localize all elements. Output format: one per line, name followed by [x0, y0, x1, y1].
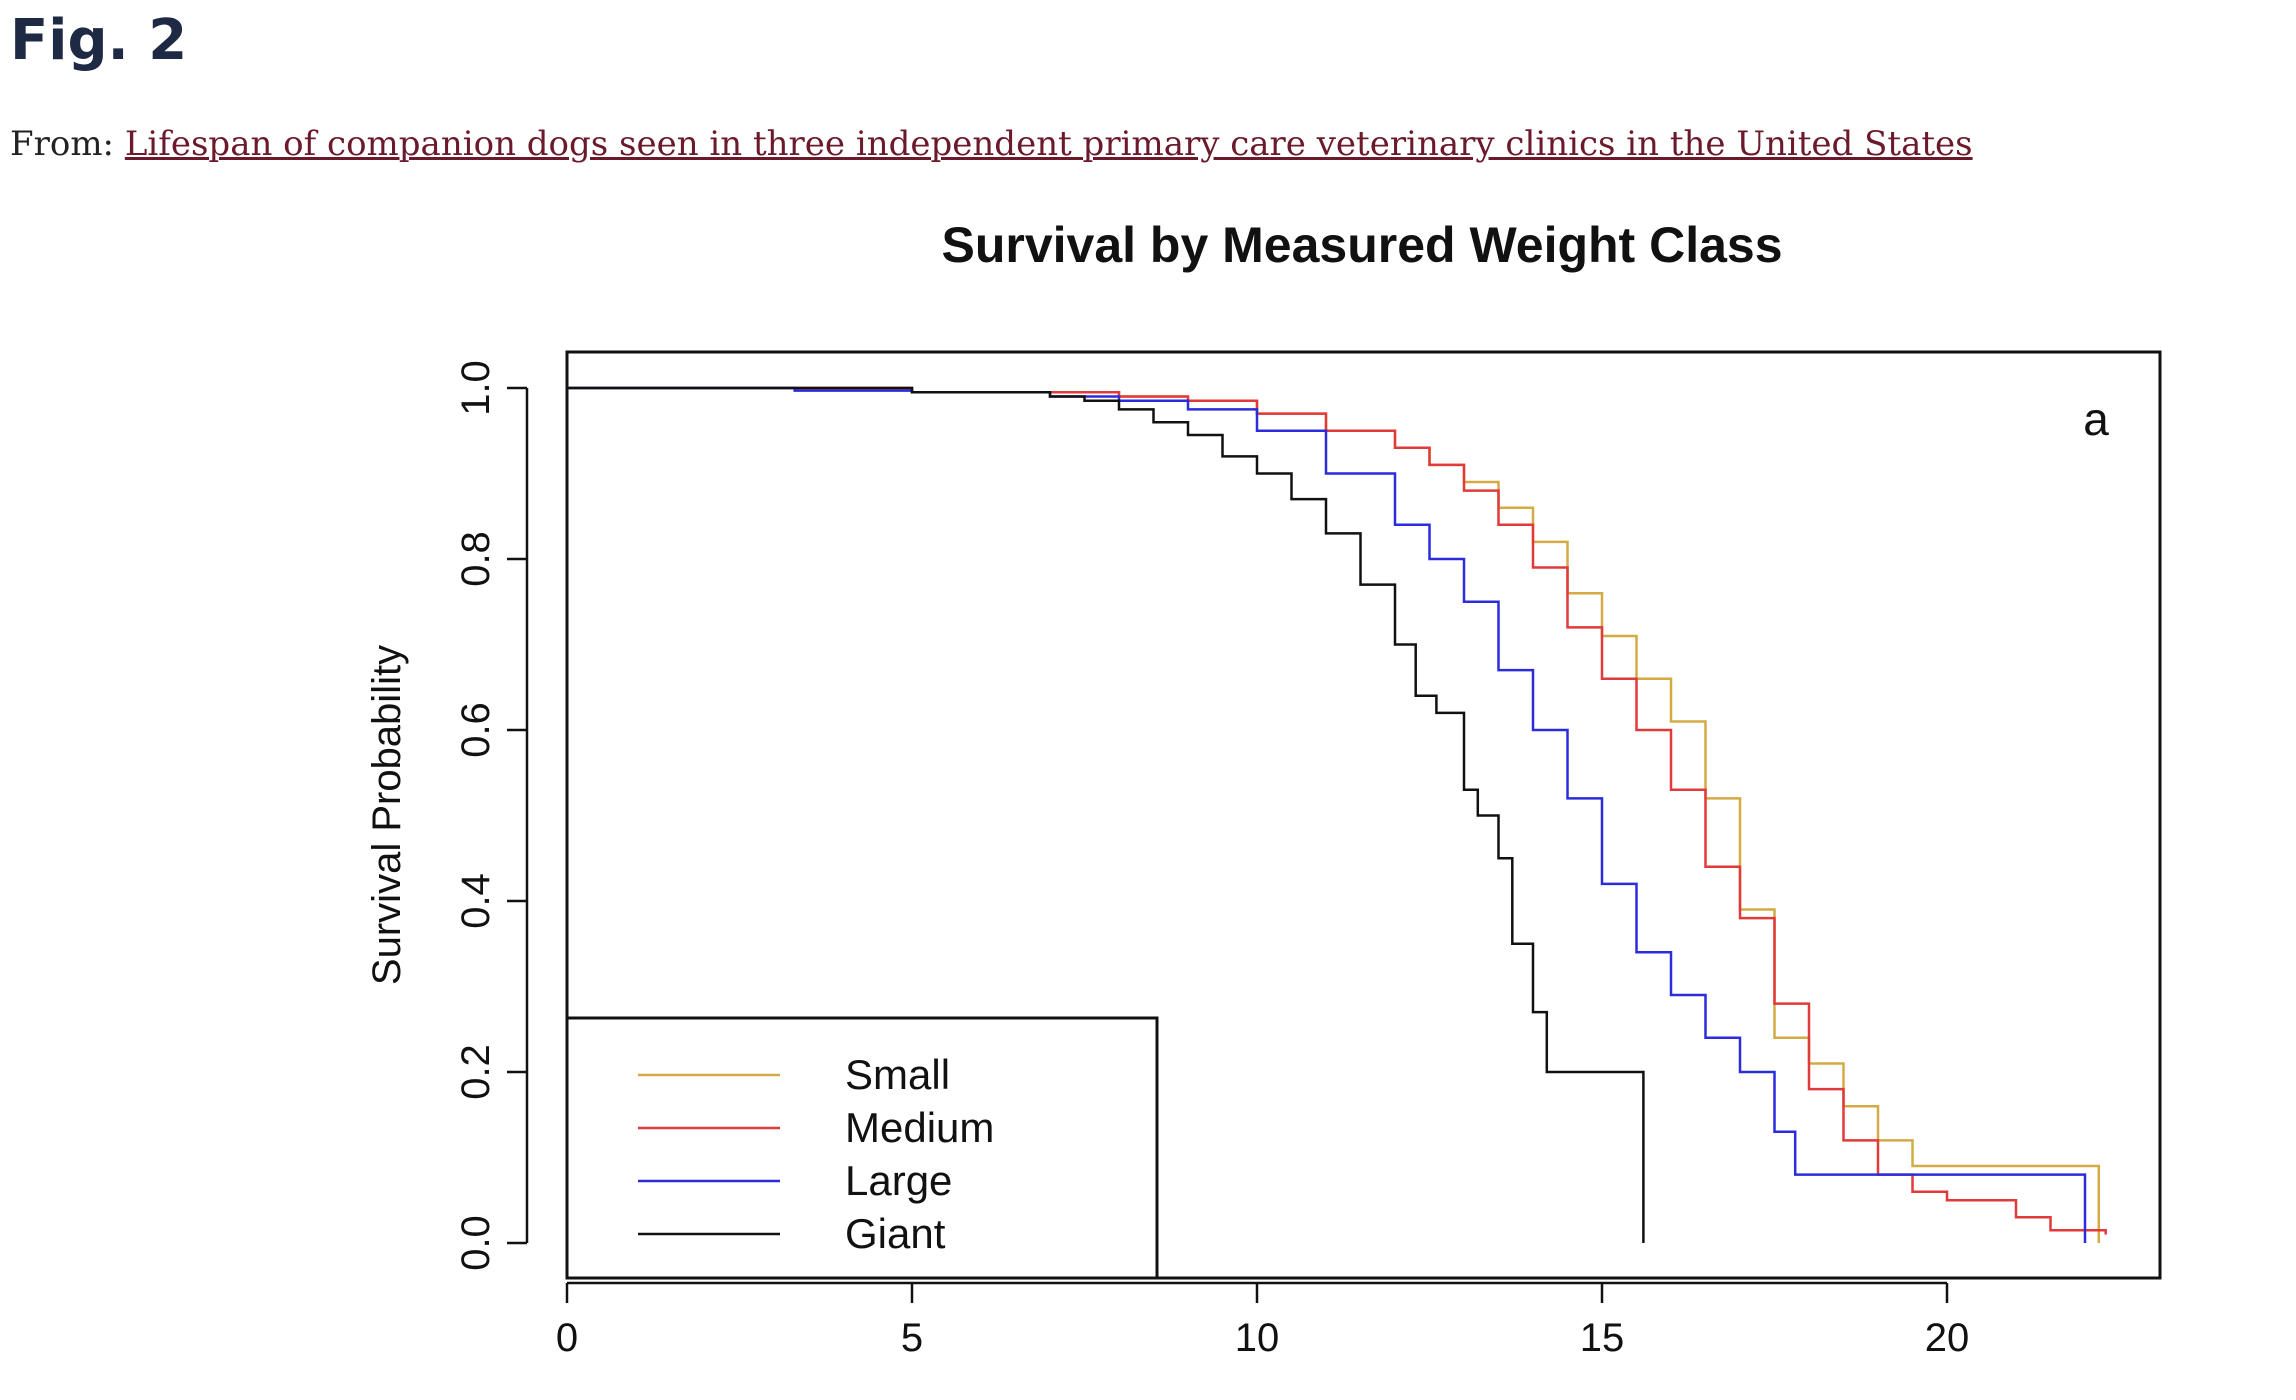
- panel-label: a: [2083, 393, 2109, 445]
- plot-frame: [565, 350, 2162, 1280]
- y-tick-label: 0.4: [454, 873, 498, 929]
- series-line-medium: [567, 386, 2107, 1235]
- x-tick-label: 0: [556, 1316, 578, 1360]
- chart-title: Survival by Measured Weight Class: [941, 217, 1782, 273]
- y-tick-label: 0.0: [454, 1215, 498, 1271]
- source-article-link[interactable]: Lifespan of companion dogs seen in three…: [124, 124, 1973, 164]
- legend-label: Small: [845, 1051, 950, 1098]
- figure-label: Fig. 2: [10, 8, 188, 73]
- y-tick-label: 0.8: [454, 531, 498, 587]
- legend-label: Large: [845, 1157, 952, 1204]
- series-line-large: [567, 386, 2087, 1243]
- x-tick-label: 15: [1580, 1316, 1625, 1360]
- axes: 0 5 10 15 20 0.0 0.2 0.4 0.6 0.8 1.0: [454, 360, 1969, 1360]
- legend-label: Medium: [845, 1104, 994, 1151]
- y-tick-label: 0.2: [454, 1044, 498, 1100]
- x-tick-label: 20: [1925, 1316, 1970, 1360]
- from-prefix: From:: [10, 124, 115, 164]
- source-line: From: Lifespan of companion dogs seen in…: [10, 124, 1973, 164]
- y-tick-label: 0.6: [454, 702, 498, 758]
- legend-label: Giant: [845, 1210, 946, 1257]
- x-tick-label: 10: [1235, 1316, 1280, 1360]
- y-axis-label: Survival Probability: [365, 645, 409, 985]
- x-tick-label: 5: [901, 1316, 923, 1360]
- legend: Small Medium Large Giant: [565, 1016, 1159, 1280]
- series-line-giant: [567, 386, 1645, 1243]
- y-tick-label: 1.0: [454, 360, 498, 416]
- series-lines: [567, 386, 2107, 1243]
